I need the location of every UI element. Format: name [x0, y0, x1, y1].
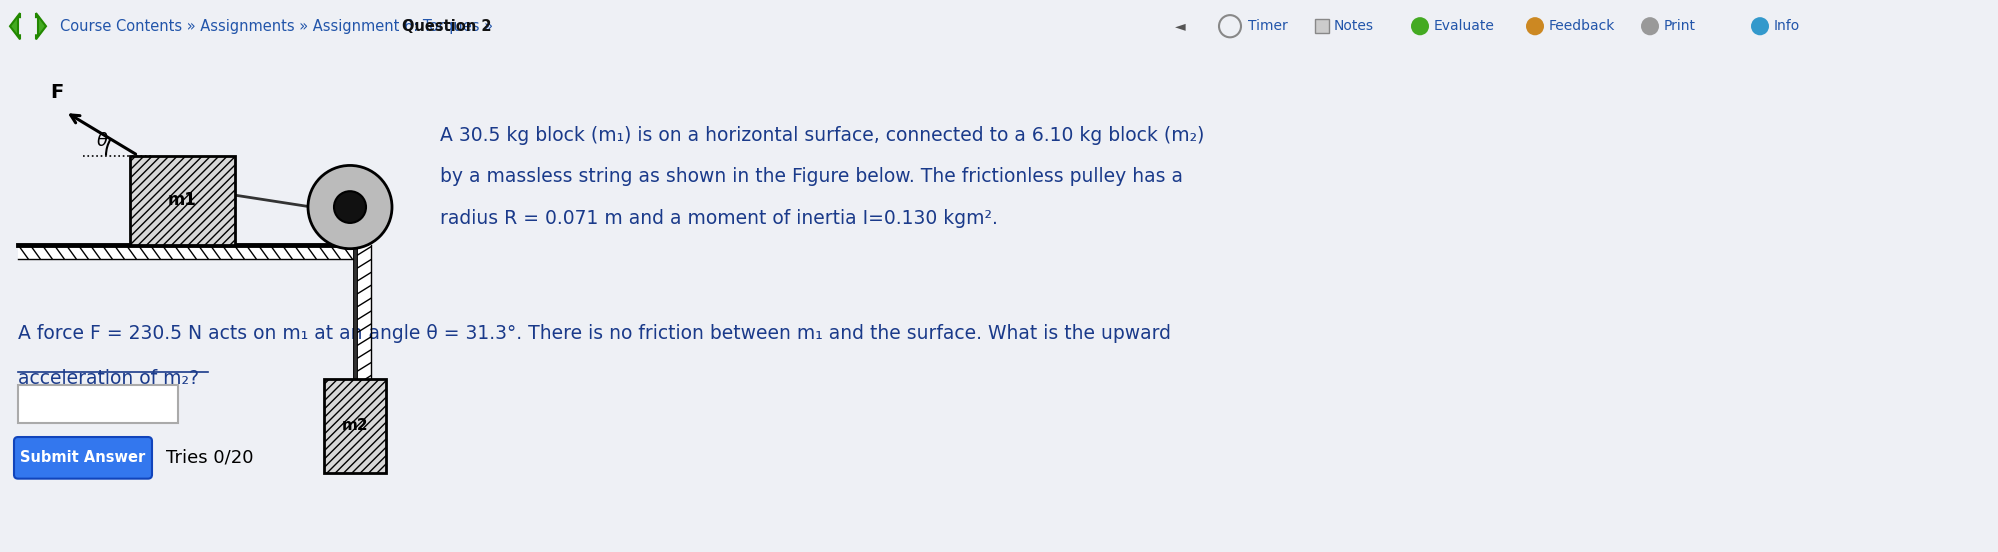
Bar [356, 245, 372, 463]
Circle shape [1526, 17, 1544, 35]
FancyBboxPatch shape [14, 437, 152, 479]
Text: by a massless string as shown in the Figure below. The frictionless pulley has a: by a massless string as shown in the Fig… [440, 167, 1183, 187]
Text: radius R = 0.071 m and a moment of inertia I=0.130 kgm².: radius R = 0.071 m and a moment of inert… [440, 209, 997, 228]
FancyArrow shape [36, 13, 46, 39]
Text: Feedback: Feedback [1548, 19, 1614, 33]
Text: Tries 0/20: Tries 0/20 [166, 449, 254, 467]
Text: Print: Print [1664, 19, 1696, 33]
Text: Evaluate: Evaluate [1435, 19, 1495, 33]
Circle shape [1750, 17, 1768, 35]
Text: A force F = 230.5 N acts on m₁ at an angle θ = 31.3°. There is no friction betwe: A force F = 230.5 N acts on m₁ at an ang… [18, 324, 1171, 343]
Text: Course Contents » Assignments » Assignment 6: Torques »: Course Contents » Assignments » Assignme… [60, 19, 498, 34]
Text: m1: m1 [168, 191, 198, 209]
Text: ◄: ◄ [1175, 19, 1185, 33]
Circle shape [334, 191, 366, 223]
Text: A 30.5 kg block (m₁) is on a horizontal surface, connected to a 6.10 kg block (m: A 30.5 kg block (m₁) is on a horizontal … [440, 126, 1205, 145]
FancyArrow shape [10, 13, 20, 39]
Bar [324, 379, 386, 473]
Bar [130, 156, 236, 245]
Text: m2: m2 [342, 418, 368, 433]
Bar [18, 245, 356, 258]
Text: F: F [50, 83, 64, 102]
Circle shape [1411, 17, 1429, 35]
Text: Question 2: Question 2 [402, 19, 492, 34]
Text: θ: θ [96, 131, 108, 150]
Circle shape [308, 166, 392, 249]
Text: Info: Info [1774, 19, 1800, 33]
Bar [18, 385, 178, 423]
Circle shape [1640, 17, 1658, 35]
Text: Submit Answer: Submit Answer [20, 450, 146, 465]
Text: acceleration of m₂?: acceleration of m₂? [18, 369, 200, 388]
Text: Timer: Timer [1249, 19, 1289, 33]
Bar [1315, 19, 1329, 33]
Text: Notes: Notes [1335, 19, 1375, 33]
